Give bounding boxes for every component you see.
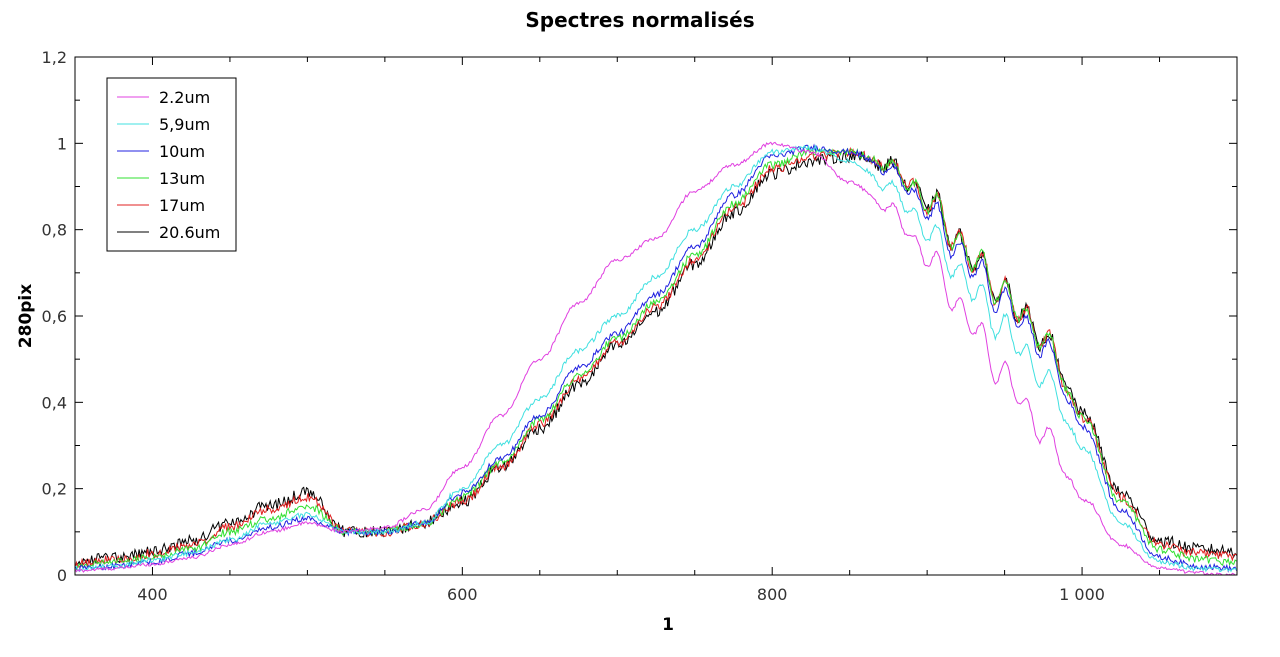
series-layer — [75, 141, 1237, 575]
series-line-17um — [75, 146, 1237, 569]
legend-label: 5,9um — [159, 115, 210, 134]
y-tick-label: 1 — [57, 134, 67, 153]
series-line-10um — [75, 143, 1237, 573]
legend-label: 13um — [159, 169, 205, 188]
y-tick-label: 0,8 — [42, 221, 67, 240]
y-tick-label: 0,2 — [42, 480, 67, 499]
legend-box — [106, 77, 237, 252]
legend-label: 20.6um — [159, 223, 220, 242]
x-tick-label: 400 — [137, 585, 168, 604]
x-tick-label: 800 — [757, 585, 788, 604]
x-axis: 400 600 800 1 000 — [74, 57, 1238, 604]
y-tick-label: 1,2 — [42, 48, 67, 67]
x-axis-label: 1 — [662, 615, 674, 635]
series-line-5,9um — [75, 144, 1237, 573]
y-tick-label: 0,4 — [42, 393, 67, 412]
y-axis-label: 280pix — [16, 284, 36, 348]
y-axis: 0 0,2 0,4 0,6 0,8 1 1,2 — [42, 48, 1237, 585]
series-line-13um — [75, 147, 1237, 571]
chart-title: Spectres normalisés — [525, 8, 754, 32]
series-line-2.2um — [75, 141, 1237, 575]
legend-label: 2.2um — [159, 88, 210, 107]
legend-label: 10um — [159, 142, 205, 161]
series-line-20.6um — [75, 149, 1237, 568]
plot-frame — [74, 56, 1238, 576]
y-tick-label: 0,6 — [42, 307, 67, 326]
y-tick-label: 0 — [57, 566, 67, 585]
legend-label: 17um — [159, 196, 205, 215]
legend: 2.2um 5,9um 10um 13um 17um 20.6um — [106, 77, 237, 252]
x-tick-label: 600 — [447, 585, 478, 604]
x-tick-label: 1 000 — [1059, 585, 1105, 604]
